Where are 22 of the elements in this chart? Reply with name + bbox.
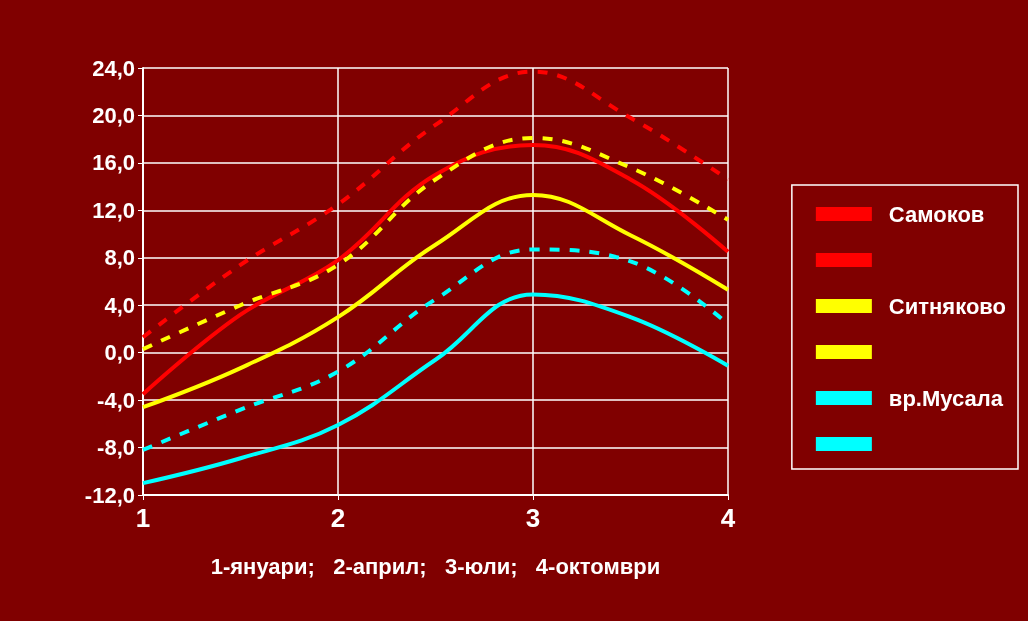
y-tick-label: 8,0 bbox=[104, 245, 135, 271]
legend-label: Ситняково bbox=[888, 293, 1007, 319]
line-series bbox=[141, 192, 730, 410]
y-tick-label: 12,0 bbox=[92, 197, 135, 223]
x-tick-label: 4 bbox=[720, 503, 736, 533]
line-series bbox=[141, 135, 730, 352]
x-axis-title: 1-януари; 2-април; 3-юли; 4-октомври bbox=[210, 553, 661, 579]
legend-label: Самоков bbox=[888, 201, 985, 227]
y-tick-label: -12,0 bbox=[84, 482, 135, 508]
x-tick-label: 2 bbox=[330, 503, 346, 533]
line-series bbox=[141, 292, 730, 486]
x-tick-label: 3 bbox=[525, 503, 541, 533]
y-tick-label: -8,0 bbox=[97, 435, 135, 461]
legend-label: вр.Мусала bbox=[888, 385, 1004, 411]
y-tick-label: 4,0 bbox=[104, 292, 135, 318]
x-tick-label: 1 bbox=[135, 503, 151, 533]
y-tick-label: -4,0 bbox=[97, 387, 135, 413]
y-tick-label: 24,0 bbox=[92, 55, 135, 81]
y-tick-label: 20,0 bbox=[92, 102, 135, 128]
y-tick-label: 16,0 bbox=[92, 150, 135, 176]
y-tick-label: 0,0 bbox=[104, 340, 135, 366]
line-series bbox=[141, 143, 730, 397]
